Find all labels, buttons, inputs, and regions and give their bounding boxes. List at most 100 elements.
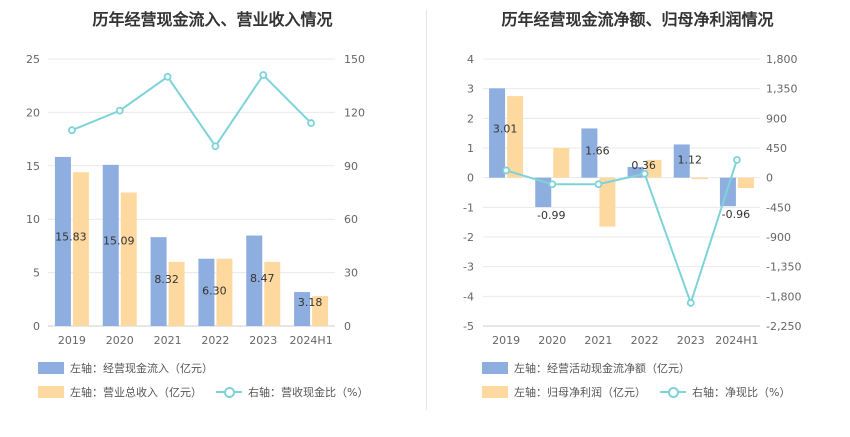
- chart-title: 历年经营现金流净额、归母净利润情况: [501, 10, 774, 29]
- legend-item-net-cash-flow[interactable]: 左轴：经营活动现金流净额（亿元）: [482, 360, 690, 376]
- legend-item-cash-inflow[interactable]: 左轴：经营现金流入（亿元）: [38, 360, 213, 376]
- right-axis-tick-label: -450: [766, 201, 791, 214]
- legend-item-revenue[interactable]: 左轴：营业总收入（亿元）: [38, 384, 202, 400]
- bar-cash-inflow: [198, 258, 215, 326]
- ratio-point: [733, 155, 741, 164]
- chart-plot: -5 -4 -3 -2 -1 0 1 2 3 4 -2,250 -1,800 -1,350 -900 -45…: [463, 53, 801, 347]
- bar-revenue: [120, 192, 137, 326]
- ratio-point: [163, 72, 172, 81]
- ratio-point: [68, 126, 76, 135]
- bar-net-cash-flow: [489, 88, 506, 178]
- x-axis-tick-label: 2020: [538, 334, 566, 347]
- data-label: -0.96: [722, 208, 750, 221]
- right-axis-tick-label: 60: [344, 213, 358, 226]
- legend-swatch-bar: [482, 362, 508, 374]
- right-axis-tick-label: 900: [766, 112, 787, 125]
- right-axis-tick-label: -900: [766, 231, 791, 244]
- bar-net-profit: [737, 177, 754, 189]
- left-axis-tick-label: 25: [26, 53, 40, 66]
- chart-plot: 0 5 10 15 20 25 0 30 60 90 120 150 2019 2020 2021 2022 2…: [26, 53, 365, 347]
- left-axis-tick-label: -3: [463, 261, 474, 274]
- bar-net-cash-flow: [581, 128, 598, 178]
- data-label: 3.01: [493, 123, 517, 136]
- legend-row-1: 左轴：经营活动现金流净额（亿元）: [482, 360, 704, 376]
- left-axis-tick-label: 0: [33, 320, 40, 333]
- left-axis-tick-label: 0: [467, 172, 474, 185]
- bar-revenue: [312, 296, 329, 326]
- ratio-point: [307, 119, 315, 127]
- right-axis-tick-label: -1,800: [766, 290, 801, 303]
- legend-label: 左轴：经营活动现金流净额（亿元）: [514, 362, 690, 375]
- legend-swatch-line: [216, 386, 242, 398]
- data-label: 0.36: [631, 159, 656, 172]
- ratio-point: [548, 180, 557, 189]
- bar-net-profit: [507, 96, 524, 178]
- right-axis-tick-label: 90: [344, 160, 358, 173]
- data-label: 1.66: [585, 145, 610, 158]
- ratio-point: [259, 71, 268, 79]
- legend-row-2: 左轴：营业总收入（亿元） 右轴：营收现金比（%）: [38, 384, 382, 400]
- legend-swatch-bar: [482, 386, 508, 398]
- ratio-point: [594, 180, 603, 189]
- legend-label: 左轴：归母净利润（亿元）: [514, 386, 646, 399]
- right-axis-tick-label: 1,350: [766, 83, 798, 96]
- legend-swatch-bar: [38, 362, 64, 374]
- left-axis-tick-label: 10: [26, 213, 40, 226]
- right-axis-tick-label: 450: [766, 142, 787, 155]
- x-axis-tick-label: 2023: [249, 334, 277, 347]
- bar-cash-inflow: [102, 164, 119, 326]
- left-axis-tick-label: 20: [26, 106, 40, 119]
- bar-net-profit: [553, 148, 570, 178]
- ratio-point: [686, 299, 695, 307]
- x-axis-tick-label: 2020: [106, 334, 134, 347]
- left-axis-tick-label: 5: [33, 267, 40, 280]
- left-axis-tick-label: 15: [26, 160, 40, 173]
- x-axis-tick-label: 2024H1: [289, 334, 332, 347]
- ratio-point: [211, 142, 220, 151]
- left-axis-tick-label: 3: [467, 83, 474, 96]
- right-axis-tick-label: 150: [344, 53, 365, 66]
- right-axis-tick-label: -2,250: [766, 320, 801, 333]
- net-cash-flow-profit-chart: 历年经营现金流净额、归母净利润情况 -5 -4 -3 -2 -1 0 1 2 3 4 -2,250-…: [425, 0, 850, 437]
- x-axis-tick-label: 2019: [492, 334, 520, 347]
- left-axis-tick-label: -5: [463, 320, 474, 333]
- right-axis-tick-label: 1,800: [766, 53, 798, 66]
- legend-swatch-bar: [38, 386, 64, 398]
- right-axis-tick-label: 30: [344, 267, 358, 280]
- legend-item-ratio[interactable]: 右轴：营收现金比（%）: [216, 384, 368, 400]
- cash-inflow-revenue-chart: 历年经营现金流入、营业收入情况 0 5 10 15 20 25 0 30 60 90 120 150 2…: [26, 10, 382, 400]
- bar-net-profit: [599, 177, 616, 227]
- bar-cash-inflow: [294, 292, 311, 326]
- right-axis-tick-label: -1,350: [766, 261, 801, 274]
- bar-revenue: [72, 172, 89, 326]
- bar-revenue: [168, 261, 185, 326]
- data-label: 1.12: [678, 153, 703, 166]
- bar-net-cash-flow: [673, 144, 690, 178]
- bar-net-cash-flow: [627, 166, 644, 178]
- legend-label: 右轴：营收现金比（%）: [248, 386, 369, 399]
- data-label: 15.83: [55, 230, 87, 243]
- x-axis-tick-label: 2023: [677, 334, 705, 347]
- legend-item-net-cash-ratio[interactable]: 右轴：净现比（%）: [660, 384, 790, 400]
- bar-net-profit: [691, 177, 708, 180]
- x-axis-tick-label: 2019: [58, 334, 86, 347]
- left-axis-tick-label: 2: [467, 112, 474, 125]
- legend-row-1: 左轴：经营现金流入（亿元）: [38, 360, 227, 376]
- ratio-point: [502, 166, 510, 175]
- right-axis-tick-label: 0: [344, 320, 351, 333]
- bar-cash-inflow: [246, 235, 263, 326]
- legend-label: 左轴：经营现金流入（亿元）: [70, 362, 213, 375]
- x-axis-tick-label: 2021: [584, 334, 612, 347]
- x-axis-tick-label: 2021: [154, 334, 182, 347]
- left-axis-tick-label: -4: [463, 290, 474, 303]
- chart-title: 历年经营现金流入、营业收入情况: [92, 10, 333, 29]
- x-axis-tick-label: 2022: [631, 334, 659, 347]
- legend-swatch-line: [660, 386, 686, 398]
- right-axis-tick-label: 120: [344, 106, 365, 119]
- legend-label: 右轴：净现比（%）: [692, 386, 791, 399]
- bar-cash-inflow: [150, 237, 167, 326]
- legend-row-2: 左轴：归母净利润（亿元） 右轴：净现比（%）: [482, 384, 804, 400]
- x-axis-tick-label: 2022: [201, 334, 229, 347]
- bar-revenue: [264, 261, 281, 326]
- legend-item-net-profit[interactable]: 左轴：归母净利润（亿元）: [482, 384, 646, 400]
